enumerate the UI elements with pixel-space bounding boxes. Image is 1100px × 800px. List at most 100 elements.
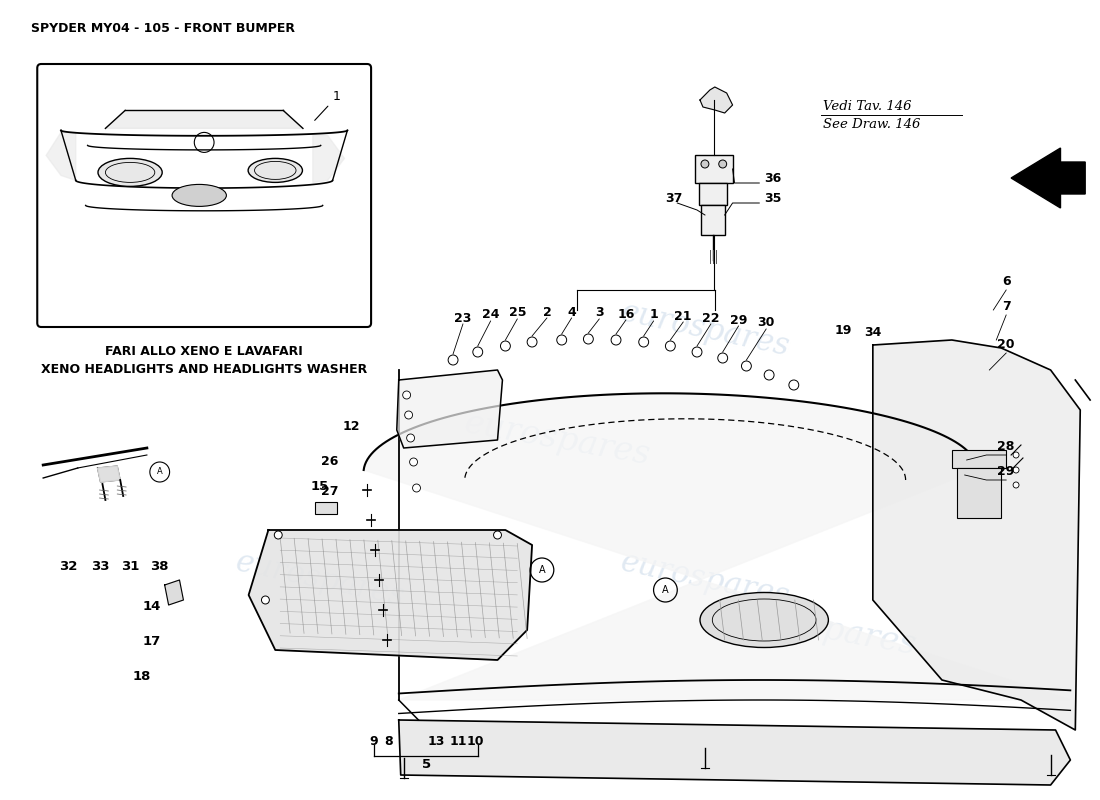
FancyBboxPatch shape bbox=[957, 468, 1001, 518]
Circle shape bbox=[262, 596, 270, 604]
Circle shape bbox=[718, 160, 727, 168]
Circle shape bbox=[412, 484, 420, 492]
Ellipse shape bbox=[249, 158, 302, 182]
Text: A: A bbox=[157, 467, 163, 477]
Text: SPYDER MY04 - 105 - FRONT BUMPER: SPYDER MY04 - 105 - FRONT BUMPER bbox=[31, 22, 295, 35]
Polygon shape bbox=[249, 530, 532, 660]
Text: eurospares: eurospares bbox=[728, 598, 920, 662]
Text: 28: 28 bbox=[998, 440, 1015, 453]
Text: 37: 37 bbox=[666, 192, 683, 205]
Text: 12: 12 bbox=[342, 420, 360, 433]
Text: eurospares: eurospares bbox=[232, 547, 407, 613]
Text: 11: 11 bbox=[449, 735, 466, 748]
Text: eurospares: eurospares bbox=[617, 297, 792, 363]
Circle shape bbox=[403, 391, 410, 399]
FancyBboxPatch shape bbox=[695, 155, 733, 183]
Circle shape bbox=[701, 160, 708, 168]
Text: 1: 1 bbox=[649, 309, 658, 322]
Text: 35: 35 bbox=[764, 192, 782, 205]
Circle shape bbox=[666, 341, 675, 351]
Text: eurospares: eurospares bbox=[617, 547, 792, 613]
Circle shape bbox=[473, 347, 483, 357]
Text: 1: 1 bbox=[315, 90, 340, 120]
Text: Vedi Tav. 146: Vedi Tav. 146 bbox=[824, 100, 912, 113]
Text: 4: 4 bbox=[568, 306, 576, 318]
Polygon shape bbox=[872, 340, 1080, 730]
Text: 25: 25 bbox=[508, 306, 526, 319]
Text: 20: 20 bbox=[998, 338, 1015, 351]
Circle shape bbox=[1013, 452, 1019, 458]
Text: 6: 6 bbox=[1002, 275, 1011, 288]
Polygon shape bbox=[700, 87, 733, 113]
Text: A: A bbox=[539, 565, 546, 575]
Text: 9: 9 bbox=[370, 735, 378, 748]
Text: 36: 36 bbox=[764, 172, 781, 185]
Circle shape bbox=[500, 341, 510, 351]
Text: 31: 31 bbox=[121, 560, 140, 573]
Circle shape bbox=[789, 380, 799, 390]
Text: 22: 22 bbox=[702, 311, 719, 325]
Text: 26: 26 bbox=[321, 455, 339, 468]
Text: FARI ALLO XENO E LAVAFARI: FARI ALLO XENO E LAVAFARI bbox=[106, 345, 303, 358]
Text: 29: 29 bbox=[729, 314, 747, 326]
Text: 5: 5 bbox=[421, 758, 431, 771]
Circle shape bbox=[557, 335, 566, 345]
Text: 17: 17 bbox=[143, 635, 161, 648]
Circle shape bbox=[639, 337, 649, 347]
Text: 24: 24 bbox=[482, 309, 499, 322]
Text: 32: 32 bbox=[58, 560, 77, 573]
Polygon shape bbox=[165, 580, 184, 605]
Ellipse shape bbox=[98, 158, 162, 186]
Text: 14: 14 bbox=[143, 600, 161, 613]
Circle shape bbox=[718, 353, 727, 363]
Text: 23: 23 bbox=[454, 311, 472, 325]
Circle shape bbox=[612, 335, 621, 345]
Text: 18: 18 bbox=[133, 670, 151, 683]
Text: 3: 3 bbox=[595, 306, 604, 319]
Circle shape bbox=[527, 337, 537, 347]
Circle shape bbox=[407, 434, 415, 442]
Text: 27: 27 bbox=[321, 485, 339, 498]
Text: 10: 10 bbox=[468, 735, 484, 748]
Text: 2: 2 bbox=[542, 306, 551, 318]
FancyBboxPatch shape bbox=[952, 450, 1006, 468]
Polygon shape bbox=[364, 394, 1070, 700]
Text: 16: 16 bbox=[617, 307, 635, 321]
Circle shape bbox=[1013, 467, 1019, 473]
Polygon shape bbox=[98, 466, 120, 482]
Circle shape bbox=[409, 458, 418, 466]
Polygon shape bbox=[398, 720, 1070, 785]
Text: 34: 34 bbox=[865, 326, 881, 338]
Ellipse shape bbox=[172, 184, 227, 206]
Circle shape bbox=[274, 531, 283, 539]
Circle shape bbox=[405, 411, 412, 419]
Polygon shape bbox=[1011, 148, 1086, 208]
Text: 13: 13 bbox=[428, 735, 446, 748]
Circle shape bbox=[764, 370, 774, 380]
Circle shape bbox=[583, 334, 593, 344]
Text: eurospares: eurospares bbox=[461, 408, 652, 472]
Text: 30: 30 bbox=[758, 317, 774, 330]
Circle shape bbox=[741, 361, 751, 371]
Text: 19: 19 bbox=[835, 323, 851, 337]
Text: 29: 29 bbox=[998, 465, 1015, 478]
Text: 8: 8 bbox=[385, 735, 393, 748]
Polygon shape bbox=[46, 132, 76, 180]
Text: XENO HEADLIGHTS AND HEADLIGHTS WASHER: XENO HEADLIGHTS AND HEADLIGHTS WASHER bbox=[41, 363, 367, 376]
Circle shape bbox=[494, 531, 502, 539]
Ellipse shape bbox=[700, 593, 828, 647]
Text: 38: 38 bbox=[151, 560, 169, 573]
FancyBboxPatch shape bbox=[698, 183, 727, 205]
Text: 7: 7 bbox=[1002, 300, 1011, 313]
FancyBboxPatch shape bbox=[701, 205, 725, 235]
Polygon shape bbox=[397, 370, 503, 448]
Circle shape bbox=[1013, 482, 1019, 488]
Circle shape bbox=[448, 355, 458, 365]
FancyBboxPatch shape bbox=[37, 64, 371, 327]
Polygon shape bbox=[106, 110, 303, 128]
FancyBboxPatch shape bbox=[315, 502, 337, 514]
Text: See Draw. 146: See Draw. 146 bbox=[824, 118, 921, 131]
Circle shape bbox=[692, 347, 702, 357]
Text: A: A bbox=[662, 585, 669, 595]
Text: 33: 33 bbox=[91, 560, 110, 573]
